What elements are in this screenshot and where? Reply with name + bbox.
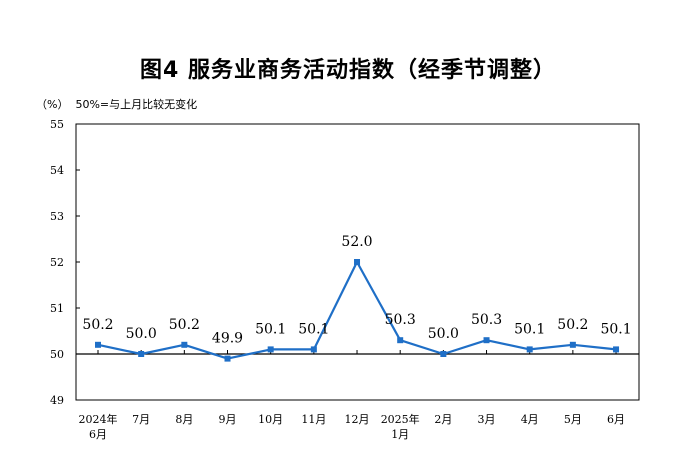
data-point-marker [397, 337, 404, 344]
chart-title: 图4 服务业商务活动指数（经季节调整） [140, 58, 556, 83]
x-tick-label: 12月 [345, 413, 370, 426]
x-tick-label: 2025年 [381, 412, 420, 426]
data-label: 50.1 [514, 321, 545, 337]
x-tick-label: 3月 [478, 413, 496, 426]
data-label: 50.0 [428, 326, 459, 342]
data-point-marker [267, 346, 274, 353]
y-tick-label: 49 [50, 394, 64, 407]
data-point-marker [354, 259, 361, 265]
data-label: 49.9 [212, 331, 243, 347]
data-label: 52.0 [341, 234, 372, 250]
y-tick-label: 51 [50, 302, 64, 315]
data-point-marker [526, 346, 533, 353]
data-point-marker [310, 346, 317, 353]
x-tick-label: 11月 [301, 413, 326, 426]
x-tick-label: 5月 [564, 413, 582, 426]
x-tick-label: 1月 [391, 428, 409, 441]
y-tick-label: 52 [50, 256, 64, 269]
x-tick-label: 4月 [521, 413, 539, 426]
data-point-marker [440, 351, 447, 357]
x-tick-label: 6月 [607, 413, 625, 426]
x-tick-label: 8月 [175, 413, 193, 426]
data-point-marker [224, 355, 231, 362]
data-point-marker [181, 341, 188, 348]
data-point-marker [483, 337, 490, 344]
data-label: 50.2 [557, 317, 588, 333]
data-label: 50.3 [471, 312, 502, 328]
series-line [97, 260, 617, 360]
data-label: 50.1 [255, 321, 286, 337]
x-tick-label: 2月 [434, 413, 452, 426]
data-label: 50.1 [298, 321, 329, 337]
data-point-marker [569, 341, 576, 348]
data-point-marker [95, 341, 101, 348]
y-tick-label: 53 [50, 210, 64, 223]
x-tick-label: 9月 [219, 413, 237, 426]
x-tick-label: 2024年 [79, 412, 118, 426]
unit-note: （%） 50%=与上月比较无变化 [36, 98, 198, 111]
data-label: 50.2 [169, 317, 200, 333]
data-point-marker [138, 351, 145, 357]
y-tick-label: 55 [50, 118, 64, 131]
x-tick-label: 10月 [258, 413, 283, 426]
data-label: 50.0 [126, 326, 157, 342]
data-point-marker [613, 346, 620, 353]
data-label: 50.2 [82, 317, 113, 333]
data-label: 50.3 [385, 312, 416, 328]
y-tick-label: 50 [50, 348, 64, 361]
x-tick-label: 7月 [132, 413, 150, 426]
x-tick-label: 6月 [89, 428, 107, 441]
y-tick-label: 54 [50, 164, 64, 177]
data-label: 50.1 [600, 321, 631, 337]
